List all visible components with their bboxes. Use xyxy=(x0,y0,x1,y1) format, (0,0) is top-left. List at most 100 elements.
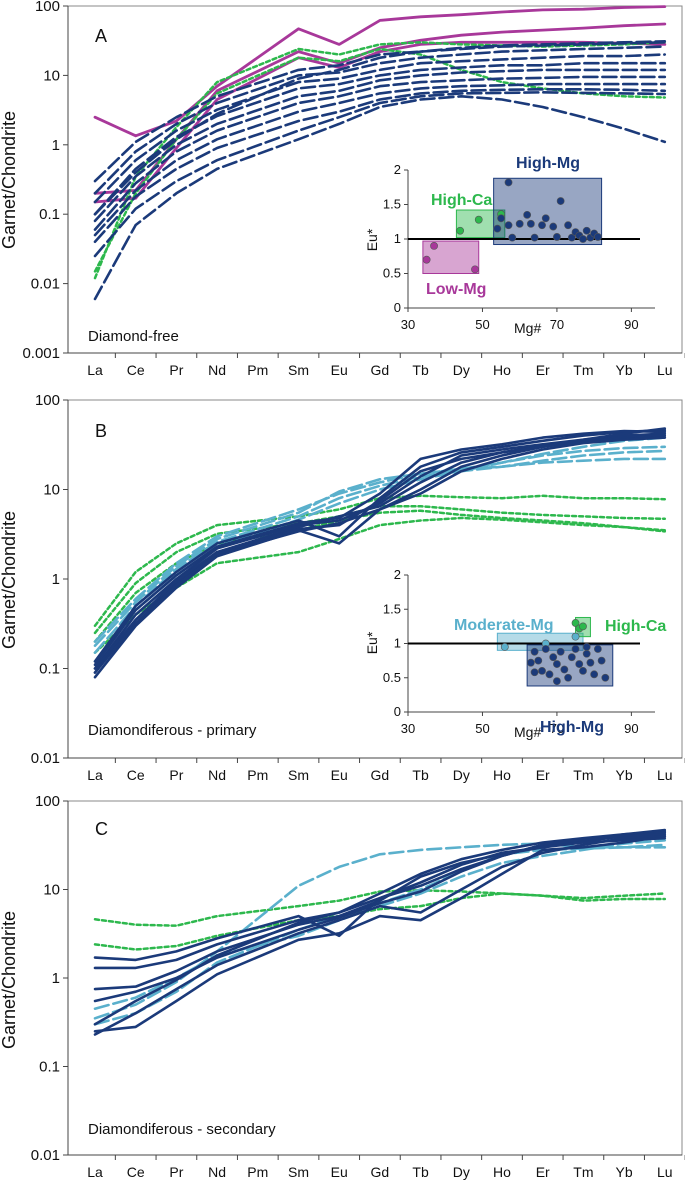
panel-a-inset-box-high-ca xyxy=(455,209,506,239)
panel-b-y-tick-label: 0.1 xyxy=(39,661,60,678)
panel-b-inset-y-tick-label: 1 xyxy=(394,636,401,651)
panel-c-y-ticks: 0.01 0.1 1 10 100 xyxy=(31,793,68,1164)
panel-a-inset-label-high-mg: High-Mg xyxy=(516,155,580,172)
panel-b-label: B xyxy=(95,421,107,441)
panel-c-x-tick-label: Pm xyxy=(247,1164,268,1180)
panel-b-inset-point-high-mg xyxy=(582,643,591,651)
panel-b-x-tick-label: Pm xyxy=(247,767,268,783)
panel-a-inset-points xyxy=(422,178,602,274)
panel-a-x-tick-label: Nd xyxy=(208,362,226,378)
panel-a-inset-y-tick-label: 1.5 xyxy=(383,197,401,212)
panel-a-series-high-mg-line xyxy=(93,82,667,237)
panel-b-inset-x-ticks: 30 50 70 90 xyxy=(401,712,639,736)
panel-c-series xyxy=(93,828,667,1036)
panel-b-series-high-mg-line xyxy=(93,427,667,679)
panel-c-subtitle: Diamondiferous - secondary xyxy=(88,1121,276,1138)
panel-c-y-label: Garnet/Chondrite xyxy=(0,911,19,1049)
panel-a-series-high-mg-line xyxy=(93,53,667,204)
panel-a-inset-point-high-mg xyxy=(541,214,550,223)
panel-c-x-tick-label: Dy xyxy=(453,1164,470,1180)
panel-b-inset-x-tick-label: 30 xyxy=(401,721,415,736)
panel-c-x-tick-label: Tm xyxy=(573,1164,593,1180)
panel-b-x-tick-label: Ce xyxy=(127,767,145,783)
panel-a-y-label: Garnet/Chondrite xyxy=(0,111,19,249)
panel-a-inset-point-high-mg xyxy=(567,233,576,242)
panel-b-subtitle: Diamondiferous - primary xyxy=(88,722,257,739)
panel-b-inset-point-high-mg xyxy=(571,645,580,653)
panel-a-series-high-mg-line xyxy=(93,40,667,216)
panel-b-x-tick-label: Tm xyxy=(573,767,593,783)
panel-b-inset-point-high-mg xyxy=(593,645,602,653)
panel-b-y-tick-label: 10 xyxy=(43,482,60,499)
panel-b-inset-point-high-mg xyxy=(534,656,543,665)
panel-b-inset-point-high-mg xyxy=(530,668,539,677)
panel-a-inset-x-tick-label: 50 xyxy=(475,317,489,332)
panel-b-inset-point-high-mg xyxy=(526,658,535,667)
panel-b-inset-point-high-mg xyxy=(556,647,565,656)
panel-b-inset-points xyxy=(500,619,610,686)
panel-a-x-tick-label: La xyxy=(87,362,103,378)
panel-c-x-tick-label: Sm xyxy=(288,1164,309,1180)
panel-b-series-moderate-mg-line xyxy=(93,449,667,654)
panel-a-x-tick-label: Gd xyxy=(371,362,390,378)
panel-b-inset-y-ticks: 0 0.5 1 1.5 2 xyxy=(383,567,408,719)
panel-a-series-high-mg-line xyxy=(93,45,667,195)
panel-b-inset-y-tick-label: 0.5 xyxy=(383,670,401,685)
panel-a-inset-point-high-mg xyxy=(538,221,546,230)
panel-b-inset-point-high-ca xyxy=(579,622,587,631)
panel-b-x-tick-label: Ho xyxy=(493,767,511,783)
panel-a-series-low-mg-line xyxy=(93,5,667,138)
panel-a-inset-point-high-mg xyxy=(523,210,532,219)
panel-b-inset-x-label: Mg# xyxy=(514,724,541,740)
panel-a-series-high-mg-line xyxy=(93,61,667,216)
panel-a-y-tick-label: 0.01 xyxy=(31,276,60,293)
panel-b-series-moderate-mg-line xyxy=(93,457,667,643)
panel-a-inset-y-tick-label: 0 xyxy=(394,300,401,315)
panel-a-x-tick-label: Yb xyxy=(616,362,633,378)
panel-c-x-tick-label: Er xyxy=(536,1164,550,1180)
panel-a-y-tick-label: 0.001 xyxy=(22,345,60,362)
panel-b-x-tick-label: Nd xyxy=(208,767,226,783)
panel-b-inset-point-high-mg xyxy=(575,660,584,668)
panel-b-inset-point-high-mg xyxy=(564,673,572,682)
panel-b-x-tick-label: Gd xyxy=(371,767,390,783)
panel-b-inset-point-high-mg xyxy=(530,647,539,656)
panel-a-inset-x-tick-label: 70 xyxy=(550,317,564,332)
panel-c-y-tick-label: 100 xyxy=(35,793,60,810)
panel-b-x-tick-label: Lu xyxy=(657,767,673,783)
panel-c-series-moderate-mg-line xyxy=(93,842,667,1020)
panel-c-series-high-mg-line xyxy=(93,834,667,1033)
panel-b-inset-point-high-mg xyxy=(586,658,595,667)
panel-a-inset-point-high-mg xyxy=(582,226,591,235)
panel-c-series-high-mg-line xyxy=(93,836,667,1026)
panel-a-inset-x-ticks: 30 50 70 90 xyxy=(401,308,639,332)
panel-a-x-tick-label: Tm xyxy=(573,362,593,378)
panel-b-inset: 0 0.5 1 1.5 2 30 50 70 90 Eu* Mg# Moderate-Mg H… xyxy=(364,567,668,740)
panel-a-y-tick-label: 0.1 xyxy=(39,206,60,223)
panel-a-inset-label-low-mg: Low-Mg xyxy=(426,281,486,298)
panel-b-series-moderate-mg-line xyxy=(93,436,667,647)
panel-b-inset-bg xyxy=(398,568,668,713)
panel-b-inset-label-high-mg: High-Mg xyxy=(540,719,604,736)
panel-b-series-high-ca-line xyxy=(93,504,667,635)
panel-c-label: C xyxy=(95,819,108,839)
panel-b-inset-point-high-mg xyxy=(560,665,569,674)
panel-a-inset-y-tick-label: 1 xyxy=(394,231,401,246)
panel-b-inset-point-moderate-mg xyxy=(500,643,509,651)
panel-a-inset-point-high-mg xyxy=(493,224,502,233)
panel-a-x-tick-label: Pr xyxy=(169,362,183,378)
panel-c-series-high-mg-line xyxy=(93,834,667,1036)
panel-b-x-tick-label: La xyxy=(87,767,103,783)
panel-b-inset-x-tick-label: 50 xyxy=(475,721,489,736)
panel-c-x-tick-label: Yb xyxy=(616,1164,633,1180)
panel-c-series-high-mg-line xyxy=(93,831,667,991)
panel-a-x-tick-label: Er xyxy=(536,362,550,378)
panel-c-x-tick-label: Nd xyxy=(208,1164,226,1180)
panel-a-inset-point-high-mg xyxy=(553,233,561,241)
panel-b-x-tick-label: Tb xyxy=(412,767,429,783)
panel-a-series xyxy=(93,5,667,301)
panel-a-inset-point-high-mg xyxy=(504,178,513,187)
panel-a-x-tick-label: Pm xyxy=(247,362,268,378)
panel-c-y-tick-label: 1 xyxy=(52,970,60,987)
